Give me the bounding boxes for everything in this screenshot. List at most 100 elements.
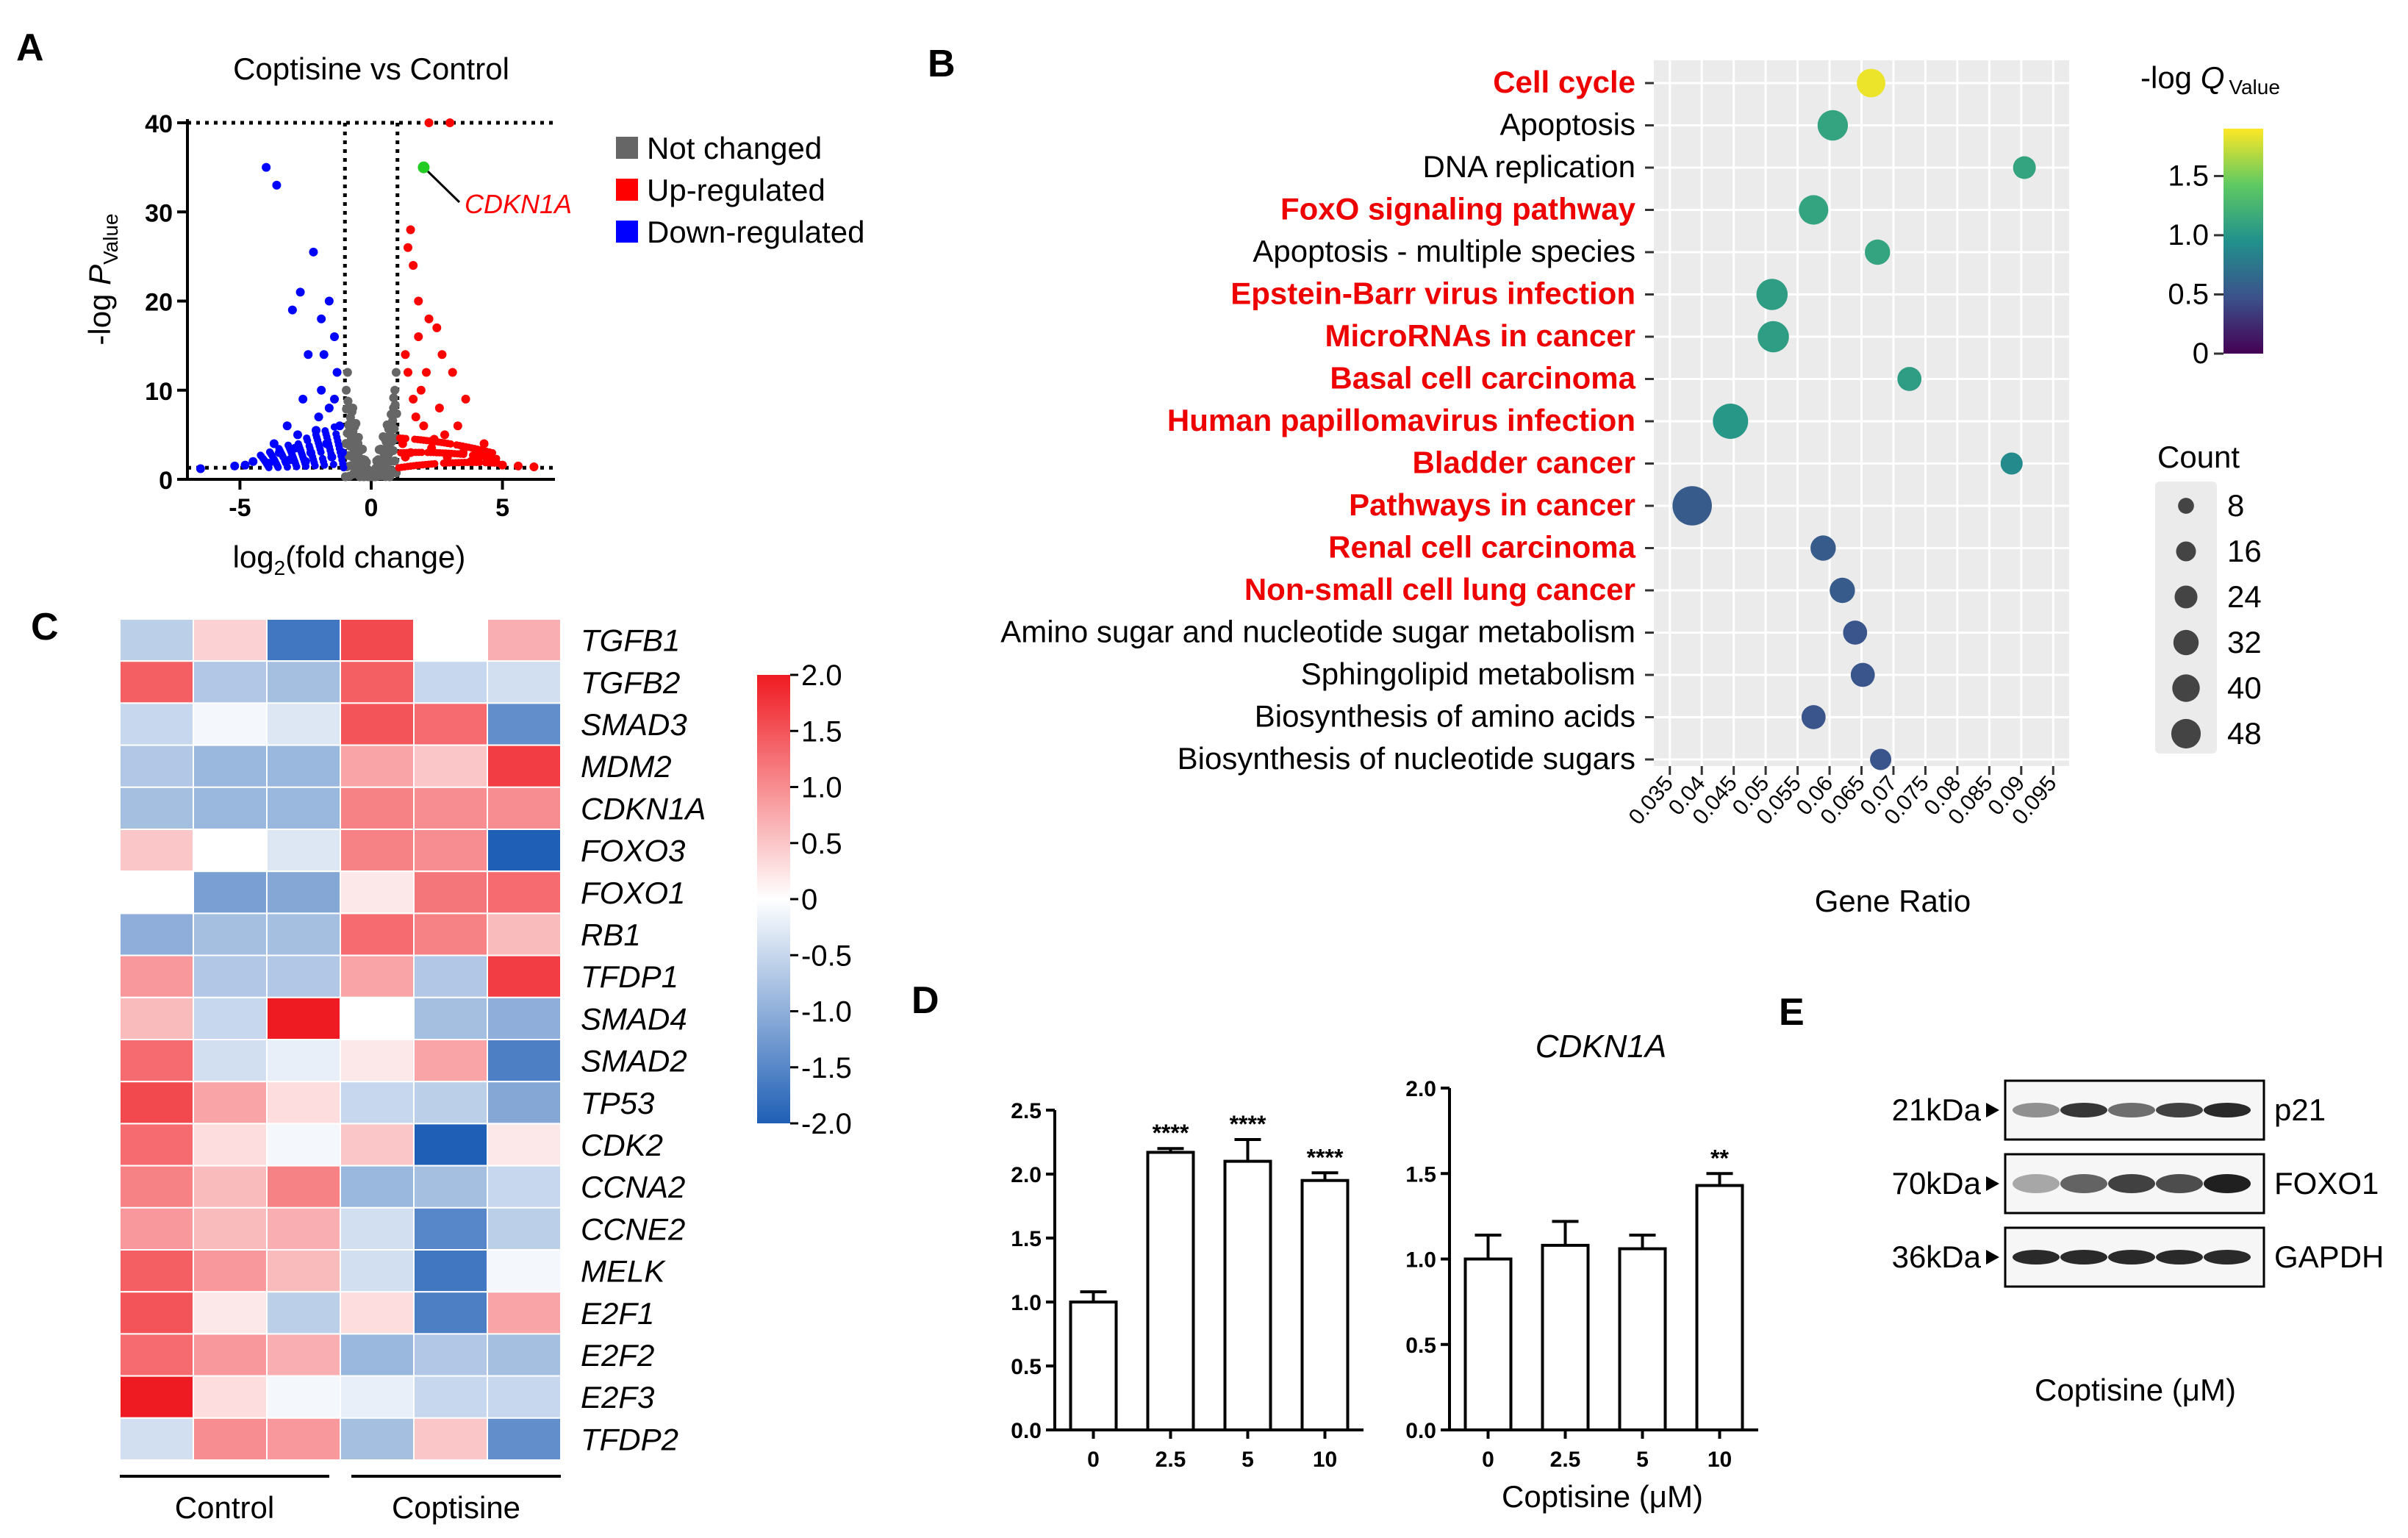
volcano-point-not-changed	[361, 469, 370, 479]
heatmap-cell	[487, 1123, 562, 1167]
count-legend-dot	[2171, 718, 2201, 749]
heatmap-cell	[119, 1333, 194, 1377]
volcano-point-not-changed	[344, 421, 354, 431]
volcano-point-down	[339, 459, 347, 468]
heatmap-gene-label: SMAD3	[581, 707, 687, 742]
count-legend-dot	[2174, 585, 2198, 609]
bar	[1695, 1184, 1744, 1432]
volcano-point-down	[304, 350, 313, 360]
count-legend-dot	[2172, 674, 2200, 702]
volcano-point-down	[304, 437, 312, 445]
volcano-point-up	[459, 448, 467, 457]
volcano-y-tick-label: 40	[145, 110, 173, 138]
volcano-point-up	[461, 394, 470, 404]
blot-band	[2204, 1250, 2251, 1265]
heatmap-cell	[413, 1375, 488, 1419]
volcano-point-up	[406, 225, 415, 235]
heatmap-cell	[340, 1206, 415, 1251]
heatmap-cell	[487, 829, 562, 873]
blot-marker-arrow-icon	[1986, 1176, 1999, 1191]
volcano-point-up	[429, 434, 439, 444]
volcano-y-tick-label: 10	[145, 378, 173, 406]
heatmap-colorbar-tick-label: -2.0	[801, 1108, 852, 1140]
heatmap-cell	[119, 702, 194, 746]
volcano-legend-swatch	[616, 179, 638, 201]
heatmap-colorbar-tick-label: 2.0	[801, 659, 842, 692]
dot-plot-point	[1865, 239, 1891, 265]
volcano-point-down	[337, 448, 347, 457]
dot-plot-term-label: Biosynthesis of nucleotide sugars	[1178, 741, 1635, 776]
blot-marker-arrow-icon	[1986, 1103, 1999, 1117]
volcano-legend-swatch	[616, 221, 638, 243]
dot-plot-term-label: Human papillomavirus infection	[1167, 403, 1635, 437]
volcano-point-up	[514, 461, 523, 471]
blot-protein-label: FOXO1	[2274, 1166, 2379, 1201]
heatmap-cell	[119, 1165, 194, 1209]
heatmap-cell	[340, 618, 415, 662]
volcano-x-tick-label: 0	[365, 494, 379, 522]
heatmap-gene-label: CDK2	[581, 1128, 663, 1162]
enrichment-dot-plot: Cell cycle Apoptosis DNA replication FoxO s…	[1000, 60, 2280, 918]
dot-plot-point	[2000, 452, 2023, 475]
heatmap-cell	[487, 1206, 562, 1251]
heatmap-cell	[193, 996, 268, 1041]
heatmap-cell	[193, 1291, 268, 1335]
dot-plot-term-label: Biosynthesis of amino acids	[1255, 699, 1635, 734]
heatmap-cell	[487, 1375, 562, 1419]
dot-plot-term-label: Non-small cell lung cancer	[1244, 572, 1635, 607]
volcano-legend: Not changed Up-regulated Down-regulated	[616, 131, 865, 249]
volcano-point-down	[264, 459, 273, 468]
blot-band	[2108, 1103, 2155, 1117]
heatmap-gene-label: CCNA2	[581, 1170, 685, 1204]
blot-marker-label: 70kDa	[1892, 1166, 1982, 1201]
volcano-axes: 0 10 20 30 40 -5 0 5	[145, 110, 555, 522]
heatmap-cell	[413, 954, 488, 998]
volcano-point-up	[445, 118, 455, 127]
blot-marker-arrow-icon	[1986, 1250, 1999, 1265]
volcano-point-up	[471, 448, 481, 457]
volcano-y-label-italic: P	[82, 265, 117, 285]
volcano-point-not-changed	[379, 448, 389, 457]
dot-plot-point	[1850, 662, 1875, 687]
volcano-point-up	[398, 439, 407, 448]
volcano-point-down	[293, 462, 301, 471]
count-legend-box	[2155, 482, 2217, 754]
volcano-point-down	[269, 439, 279, 448]
volcano-x-tick-label: -5	[229, 494, 251, 522]
heatmap-cell	[193, 1081, 268, 1125]
heatmap-cell	[487, 1081, 562, 1125]
volcano-point-not-changed	[348, 404, 357, 412]
heatmap-cell	[119, 954, 194, 998]
q-value-colorbar-ticks: 1.5 1.0 0.5 0	[2168, 160, 2224, 370]
heatmap-colorbar-tick-label: 0	[801, 884, 817, 916]
dot-plot-term-label: MicroRNAs in cancer	[1325, 318, 1635, 353]
bar-chart-y-tick-label: 1.0	[1011, 1291, 1042, 1315]
volcano-y-axis-label: -log PValue	[82, 213, 122, 345]
volcano-point-down	[275, 448, 284, 457]
dot-plot-point	[2013, 156, 2036, 179]
volcano-point-up	[401, 452, 410, 462]
volcano-point-down	[322, 439, 332, 448]
heatmap-cell	[193, 618, 268, 662]
dot-plot-x-ticks: 0.0350.040.0450.050.0550.060.0650.070.07…	[1624, 766, 2062, 829]
heatmap-cell	[340, 1039, 415, 1083]
heatmap-cell	[413, 1206, 488, 1251]
heatmap-cell	[266, 829, 341, 873]
volcano-point-up	[414, 332, 423, 341]
bar-chart-y-tick-label: 0.0	[1405, 1419, 1436, 1443]
volcano-point-up	[434, 404, 444, 412]
heatmap-cell	[266, 954, 341, 998]
volcano-y-label-main: -log	[82, 285, 117, 346]
volcano-point-down	[271, 458, 279, 466]
heatmap-cell	[193, 870, 268, 915]
heatmap-cell	[266, 1081, 341, 1125]
heatmap-cell	[193, 1333, 268, 1377]
heatmap-cell	[340, 1165, 415, 1209]
heatmap-cell	[119, 1039, 194, 1083]
heatmap-cell	[193, 660, 268, 704]
dot-plot-term-label: Bladder cancer	[1413, 446, 1635, 480]
blot-band	[2108, 1174, 2155, 1193]
volcano-point-down	[323, 433, 331, 441]
volcano-point-not-changed	[372, 470, 381, 479]
dot-plot-point	[1817, 110, 1849, 141]
